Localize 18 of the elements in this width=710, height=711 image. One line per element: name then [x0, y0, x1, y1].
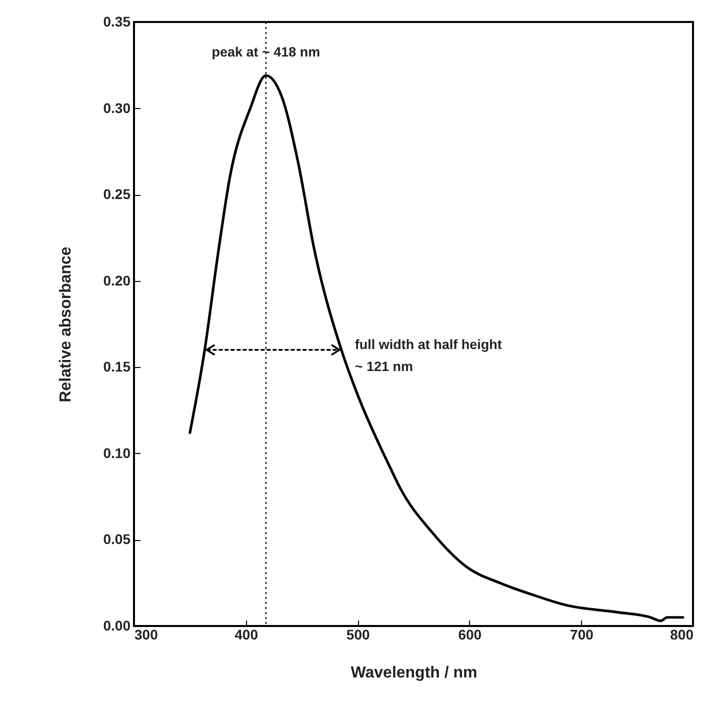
y-tick-label: 0.15 [103, 358, 131, 375]
y-tick-label: 0.05 [103, 531, 131, 548]
x-tick-label: 500 [346, 626, 370, 642]
x-axis-title: Wavelength / nm [350, 664, 478, 682]
y-tick-label: 0.30 [103, 100, 131, 116]
y-tick-label: 0.10 [103, 444, 131, 461]
annotation: full width at half height ~ 121 nm [354, 336, 502, 374]
x-tick-label: 800 [670, 626, 694, 642]
y-tick-label: 0.35 [103, 14, 131, 30]
x-tick-label: 400 [234, 626, 258, 642]
x-tick-label: 600 [458, 626, 482, 642]
y-tick-label: 0.00 [103, 618, 131, 634]
y-axis-title: Relative absorbance [57, 246, 74, 402]
x-tick-label: 300 [134, 626, 158, 642]
x-tick-label: 700 [570, 626, 594, 642]
annotation: peak at ~ 418 nm [212, 44, 320, 60]
y-tick-label: 0.20 [103, 272, 131, 288]
y-tick-label: 0.25 [103, 186, 131, 202]
